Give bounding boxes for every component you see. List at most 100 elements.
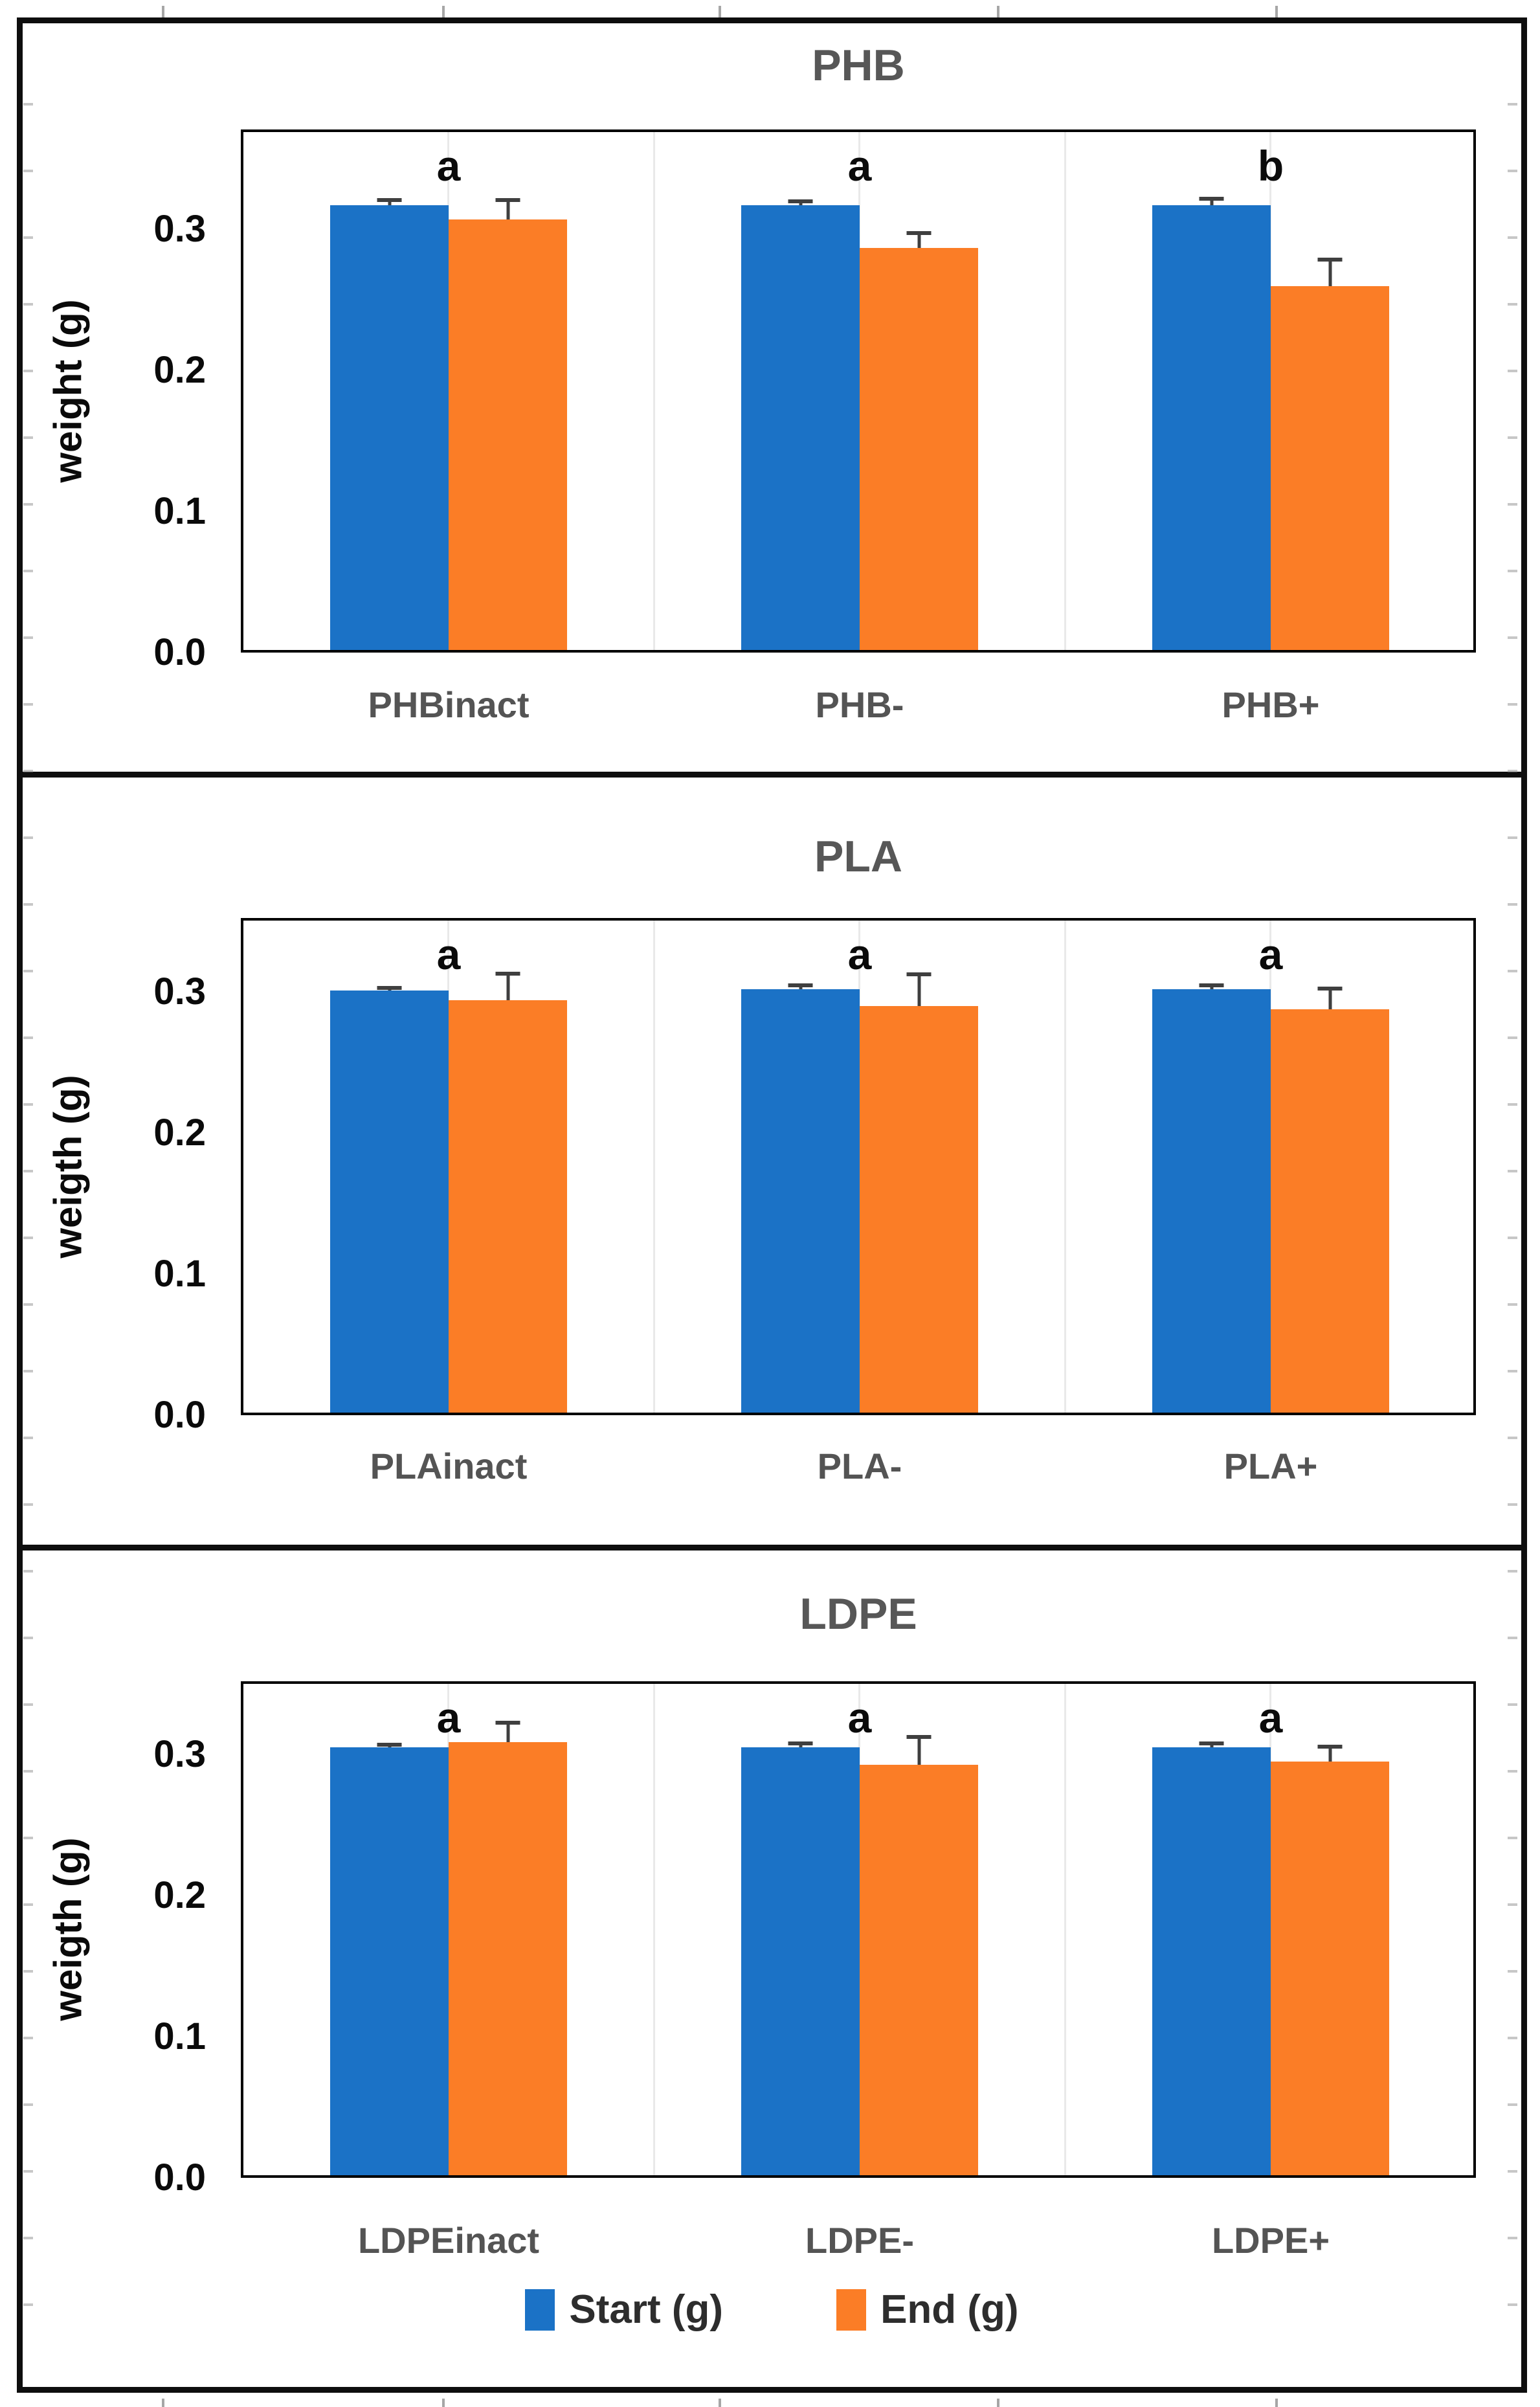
outer-frame <box>17 17 1527 2393</box>
legend-label: End (g) <box>880 2287 1019 2332</box>
y-tick-label: 0.3 <box>153 1733 206 1775</box>
y-tick-label: 0.2 <box>153 349 206 391</box>
error-bar <box>1210 197 1213 205</box>
bar-group <box>741 972 978 1413</box>
error-bar <box>917 1735 921 1765</box>
y-tick-label: 0.3 <box>153 970 206 1013</box>
y-tick-label: 0.0 <box>153 2156 206 2199</box>
panel-divider <box>17 1545 1527 1551</box>
tick-mark <box>1275 6 1278 17</box>
x-category-label: PHB- <box>815 684 904 725</box>
chart-title-ldpe: LDPE <box>799 1589 917 1639</box>
y-tick-label: 0.0 <box>153 631 206 673</box>
y-tick-label: 0.1 <box>153 2015 206 2057</box>
significance-letter: a <box>847 930 872 978</box>
error-bar <box>388 1743 391 1747</box>
gridline <box>653 1684 655 2175</box>
x-category-label: PHB+ <box>1222 684 1320 725</box>
gridline <box>1064 1684 1066 2175</box>
right-edge-ticks <box>1508 39 1517 2369</box>
end-bar <box>449 198 567 650</box>
x-category-label: LDPEinact <box>357 2220 540 2261</box>
significance-letter: a <box>436 1694 461 1741</box>
end-bar <box>449 1721 567 2175</box>
y-tick-label: 0.0 <box>153 1394 206 1436</box>
legend-marker-start <box>525 2289 555 2331</box>
error-bar <box>917 972 921 1006</box>
left-edge-ticks <box>23 39 33 2369</box>
tick-mark <box>997 6 999 17</box>
significance-letter: a <box>1258 930 1283 978</box>
bar-group <box>1152 197 1389 650</box>
start-bar <box>1152 983 1271 1413</box>
bar-group <box>330 972 567 1413</box>
error-bar <box>1210 983 1213 989</box>
tick-mark <box>162 2399 164 2407</box>
chart-title-pla: PLA <box>814 832 902 881</box>
legend-item-start: Start (g) <box>525 2287 723 2333</box>
error-bar <box>1328 1745 1332 1762</box>
end-bar <box>860 1735 978 2175</box>
tick-mark <box>442 2399 445 2407</box>
error-bar <box>506 198 509 219</box>
x-category-label: PLA- <box>817 1446 902 1486</box>
x-category-label: PLA+ <box>1223 1446 1318 1486</box>
y-tick-label: 0.2 <box>153 1874 206 1916</box>
bar-group <box>1152 1741 1389 2175</box>
gridline <box>1064 921 1066 1413</box>
error-bar <box>799 1741 802 1747</box>
x-category-label: PLAinact <box>370 1446 528 1486</box>
tick-mark <box>719 6 721 17</box>
x-category-label: LDPE+ <box>1211 2220 1330 2261</box>
y-tick-label: 0.3 <box>153 208 206 250</box>
error-bar <box>917 231 921 248</box>
start-bar <box>741 983 860 1413</box>
end-bar <box>449 972 567 1413</box>
error-bar <box>799 199 802 205</box>
significance-letter: a <box>847 142 872 190</box>
bar-group <box>330 1721 567 2175</box>
gridline <box>1064 132 1066 650</box>
tick-mark <box>997 2399 999 2407</box>
end-bar <box>1271 1745 1389 2175</box>
end-bar <box>860 231 978 650</box>
legend: Start (g) End (g) <box>17 2287 1527 2333</box>
legend-marker-end <box>836 2289 867 2331</box>
start-bar <box>741 199 860 650</box>
legend-item-end: End (g) <box>836 2287 1019 2333</box>
error-bar <box>1328 987 1332 1009</box>
start-bar <box>741 1741 860 2175</box>
tick-mark <box>162 6 164 17</box>
error-bar <box>506 1721 509 1742</box>
start-bar <box>330 986 449 1413</box>
panel-divider <box>17 772 1527 778</box>
start-bar <box>330 1743 449 2175</box>
tick-mark <box>719 2399 721 2407</box>
end-bar <box>860 972 978 1413</box>
tick-mark <box>442 6 445 17</box>
gridline <box>653 132 655 650</box>
y-axis-label: weigth (g) <box>46 1075 90 1259</box>
chart-title-phb: PHB <box>812 41 905 90</box>
start-bar <box>1152 1741 1271 2175</box>
bar-group <box>741 199 978 650</box>
start-bar <box>330 198 449 650</box>
plot-area: a a a <box>241 918 1476 1415</box>
tick-mark <box>1275 2399 1278 2407</box>
y-tick-label: 0.1 <box>153 1253 206 1295</box>
y-axis-label: weigth (g) <box>46 1837 90 2021</box>
error-bar <box>1210 1741 1213 1747</box>
error-bar <box>388 986 391 991</box>
bar-group <box>741 1735 978 2175</box>
significance-letter: a <box>436 930 461 978</box>
plot-area: a a a <box>241 1681 1476 2178</box>
significance-letter: a <box>847 1694 872 1741</box>
significance-letter: b <box>1257 142 1284 190</box>
legend-label: Start (g) <box>569 2287 724 2332</box>
start-bar <box>1152 197 1271 650</box>
end-bar <box>1271 258 1389 650</box>
y-tick-label: 0.2 <box>153 1112 206 1154</box>
bar-group <box>1152 983 1389 1413</box>
gridline <box>653 921 655 1413</box>
